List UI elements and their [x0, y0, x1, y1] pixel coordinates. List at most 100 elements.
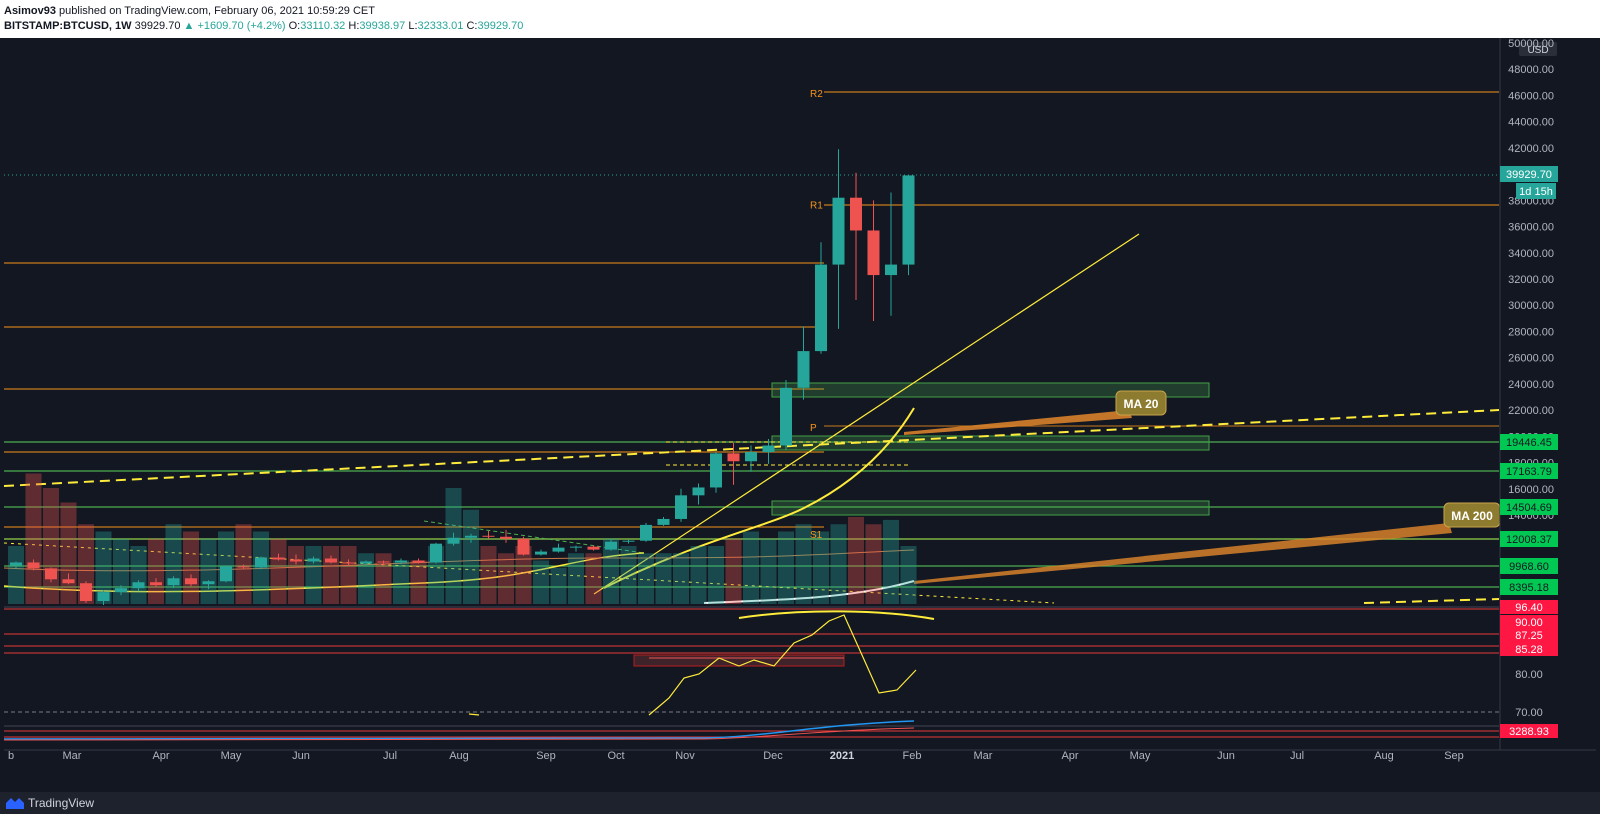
candle[interactable] — [220, 565, 232, 583]
candle[interactable] — [657, 516, 670, 526]
volume-bar — [883, 519, 899, 604]
currency-label[interactable]: USD — [1519, 42, 1557, 56]
chart-area[interactable]: MA 20 MA 200 — [4, 38, 1596, 792]
volume-bar — [165, 524, 182, 604]
candle-body — [80, 583, 92, 602]
ma20-callout[interactable]: MA 20 — [1115, 390, 1167, 416]
time-tick-label: 2021 — [830, 750, 854, 762]
price-chart[interactable]: MA 20 MA 200 — [4, 38, 1596, 792]
candle[interactable] — [377, 560, 390, 566]
candle[interactable] — [185, 574, 197, 587]
candle[interactable] — [45, 567, 57, 583]
candle-body — [850, 197, 862, 231]
volume-bar — [638, 553, 654, 604]
candle[interactable] — [780, 379, 792, 450]
candle-body — [202, 581, 215, 585]
close-label: C: — [466, 20, 478, 32]
candle-body — [517, 538, 530, 555]
candle[interactable] — [797, 326, 810, 400]
time-axis[interactable]: b Mar Apr May Jun Jul Aug Sep Oct Nov Dec 2021 Feb Ma… — [8, 750, 1464, 762]
volume-bar — [113, 538, 129, 604]
candle[interactable] — [202, 580, 215, 590]
candle[interactable] — [307, 556, 320, 564]
candle[interactable] — [535, 549, 547, 556]
volume-bar — [323, 546, 339, 604]
candle[interactable] — [447, 532, 460, 546]
candle[interactable] — [640, 522, 652, 542]
candle[interactable] — [587, 545, 600, 551]
candle[interactable] — [465, 533, 477, 543]
candle[interactable] — [80, 581, 92, 604]
candle[interactable] — [832, 149, 845, 329]
volume-bar — [778, 531, 794, 604]
candle[interactable] — [237, 564, 250, 570]
candle-body — [132, 582, 145, 589]
volume-bar — [183, 531, 199, 604]
candle[interactable] — [850, 172, 862, 300]
footer-bar: TradingView — [0, 792, 1600, 814]
price-badge-label: 17163.79 — [1506, 466, 1552, 478]
price-badge: 8395.18 — [1500, 579, 1558, 595]
candle[interactable] — [605, 538, 617, 551]
candle[interactable] — [570, 545, 582, 552]
volume-bar — [410, 560, 427, 604]
price-badge-label: 9968.60 — [1509, 561, 1549, 573]
price-badge: 17163.79 — [1500, 463, 1558, 479]
candle[interactable] — [290, 554, 302, 565]
candle[interactable] — [815, 242, 827, 354]
candle[interactable] — [622, 539, 635, 544]
candle[interactable] — [885, 192, 897, 316]
candle[interactable] — [745, 445, 757, 472]
high-label: H: — [348, 20, 360, 32]
volume-bar — [340, 546, 357, 604]
author-name[interactable]: Asimov93 — [4, 5, 56, 17]
candle[interactable] — [412, 558, 425, 564]
candle[interactable] — [867, 200, 880, 321]
candle[interactable] — [255, 556, 267, 570]
candle[interactable] — [727, 442, 740, 485]
price-axis[interactable]: 50000.00 48000.00 46000.00 44000.00 42000.00… — [1500, 38, 1558, 595]
price-tick-label: 48000.00 — [1508, 64, 1554, 76]
candle-body — [395, 560, 407, 563]
candle[interactable] — [482, 530, 495, 539]
candle[interactable] — [325, 555, 337, 564]
candle[interactable] — [342, 559, 355, 566]
currency-text: USD — [1527, 45, 1548, 56]
volume-bar — [498, 553, 514, 604]
candle-body — [272, 557, 285, 560]
candle[interactable] — [692, 483, 705, 505]
candle[interactable] — [272, 553, 285, 561]
candle[interactable] — [500, 529, 512, 543]
volume-bar — [585, 553, 602, 604]
candle[interactable] — [902, 175, 915, 276]
rsi-badge — [1500, 628, 1558, 642]
lower-indicator-pane — [4, 720, 1499, 741]
price-badge-label: 39929.70 — [1506, 169, 1552, 181]
candle[interactable] — [360, 560, 372, 566]
candle[interactable] — [517, 536, 530, 556]
volume-bar — [830, 524, 847, 604]
candle[interactable] — [675, 488, 687, 522]
ma200-callout[interactable]: MA 200 — [1443, 502, 1501, 528]
candle[interactable] — [710, 452, 722, 493]
candle[interactable] — [27, 559, 40, 571]
candle[interactable] — [97, 590, 110, 605]
price-tick-label: 36000.00 — [1508, 222, 1554, 234]
publisher-line: Asimov93 published on TradingView.com, F… — [4, 5, 375, 17]
tradingview-logo[interactable]: TradingView — [6, 796, 94, 810]
symbol-label[interactable]: BITSTAMP:BTCUSD, 1W — [4, 20, 132, 32]
candle[interactable] — [62, 573, 75, 585]
candle-body — [727, 453, 740, 462]
volume-bar — [43, 488, 59, 604]
candle[interactable] — [167, 576, 180, 589]
candle[interactable] — [395, 558, 407, 565]
candle[interactable] — [132, 580, 145, 592]
candle[interactable] — [552, 543, 565, 553]
candle[interactable] — [430, 542, 442, 564]
candle[interactable] — [10, 561, 22, 569]
candle[interactable] — [762, 438, 775, 464]
candle[interactable] — [150, 578, 162, 588]
volume-bar — [463, 509, 479, 604]
pivot-label: P — [810, 423, 817, 434]
candle[interactable] — [115, 585, 127, 596]
